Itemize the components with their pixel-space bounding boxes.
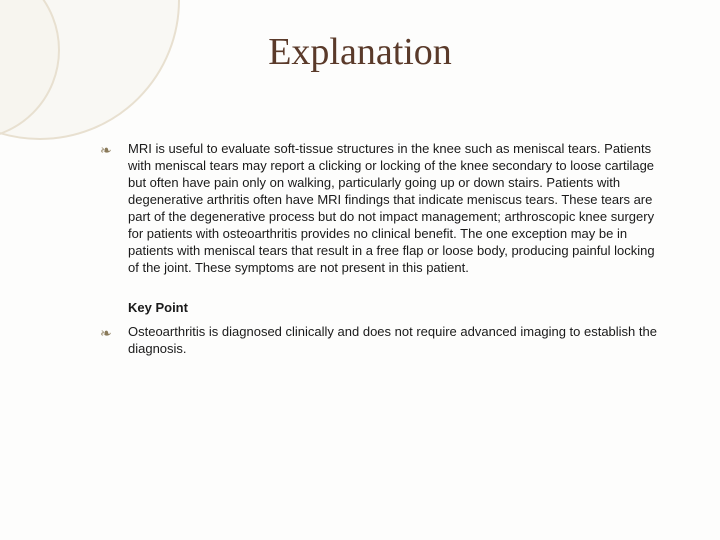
key-point-paragraph: ❧ Osteoarthritis is diagnosed clinically… xyxy=(100,323,660,357)
key-point-heading: Key Point xyxy=(128,300,660,315)
bullet-icon: ❧ xyxy=(100,323,128,357)
slide-content: ❧ MRI is useful to evaluate soft-tissue … xyxy=(100,140,660,381)
key-point-text: Osteoarthritis is diagnosed clinically a… xyxy=(128,323,660,357)
body-text: MRI is useful to evaluate soft-tissue st… xyxy=(128,140,660,276)
bullet-icon: ❧ xyxy=(100,140,128,276)
body-paragraph: ❧ MRI is useful to evaluate soft-tissue … xyxy=(100,140,660,276)
slide-title: Explanation xyxy=(0,30,720,74)
